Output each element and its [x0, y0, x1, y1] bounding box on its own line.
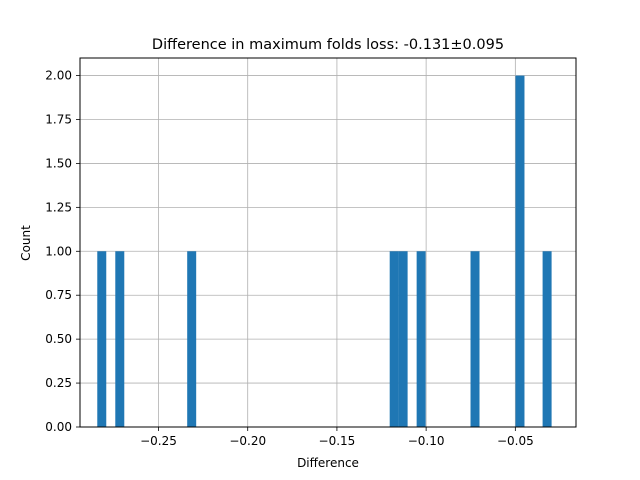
y-tick-label: 0.25: [45, 376, 72, 390]
bars: [97, 75, 552, 428]
y-tick-label: 0.00: [45, 420, 72, 434]
histogram-bar: [515, 75, 525, 428]
x-tick-label: −0.25: [140, 434, 177, 448]
y-tick-label: 1.75: [45, 113, 72, 127]
x-axis-ticks: −0.25 −0.20 −0.15 −0.10 −0.05: [140, 427, 534, 448]
histogram-bar: [115, 251, 125, 427]
y-tick-label: 0.75: [45, 288, 72, 302]
y-axis-ticks: 0.00 0.25 0.50 0.75 1.00 1.25 1.50 1.75 2.00: [45, 69, 80, 434]
x-axis-label: Difference: [297, 456, 359, 470]
y-tick-label: 0.50: [45, 332, 72, 346]
histogram-bar: [416, 251, 426, 427]
histogram-bar: [187, 251, 197, 427]
plot-frame: [79, 57, 577, 428]
x-tick-label: −0.20: [229, 434, 266, 448]
y-tick-label: 2.00: [45, 69, 72, 83]
x-tick-label: −0.15: [319, 434, 356, 448]
histogram-bar: [542, 251, 552, 427]
y-axis-label: Count: [19, 225, 33, 261]
histogram-bar: [97, 251, 107, 427]
grid-lines: [80, 58, 576, 428]
histogram-bar: [398, 251, 408, 427]
y-tick-label: 1.50: [45, 156, 72, 170]
y-tick-label: 1.25: [45, 200, 72, 214]
x-tick-label: −0.10: [408, 434, 445, 448]
x-tick-label: −0.05: [497, 434, 534, 448]
y-tick-label: 1.00: [45, 244, 72, 258]
histogram-bar: [389, 251, 399, 427]
chart-title: Difference in maximum folds loss: -0.131…: [152, 37, 504, 53]
histogram-bar: [470, 251, 480, 427]
